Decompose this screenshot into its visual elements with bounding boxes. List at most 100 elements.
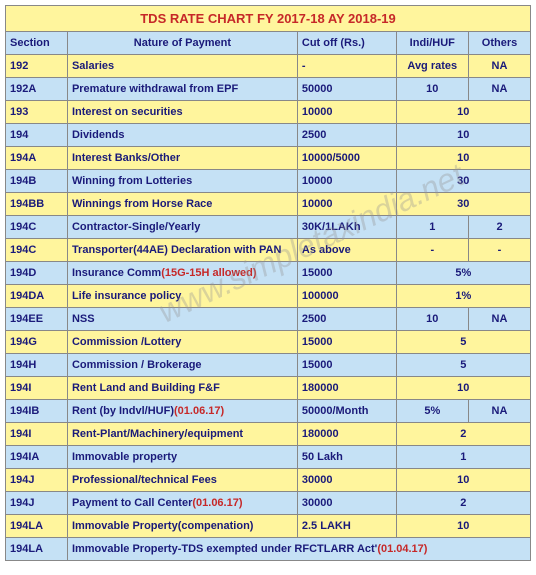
- table-row: 194Dividends250010: [6, 124, 531, 147]
- cell-nature: Interest Banks/Other: [67, 147, 297, 170]
- cell-cutoff: 10000: [297, 193, 396, 216]
- cell-section: 192: [6, 55, 68, 78]
- cell-others: -: [469, 239, 531, 262]
- cell-section: 193: [6, 101, 68, 124]
- table-row: 194HCommission / Brokerage150005: [6, 354, 531, 377]
- cell-cutoff: 10000: [297, 101, 396, 124]
- cell-others: NA: [469, 308, 531, 331]
- table-row: 194IBRent (by Indvl/HUF)(01.06.17)50000/…: [6, 400, 531, 423]
- table-row: 193Interest on securities1000010: [6, 101, 531, 124]
- table-container: TDS RATE CHART FY 2017-18 AY 2018-19 Sec…: [5, 5, 531, 561]
- cell-cutoff: 10000/5000: [297, 147, 396, 170]
- cell-cutoff: 10000: [297, 170, 396, 193]
- cell-others: NA: [469, 400, 531, 423]
- cell-nature: Dividends: [67, 124, 297, 147]
- tds-rate-table: Section Nature of Payment Cut off (Rs.) …: [5, 31, 531, 561]
- cell-exempt-note: Immovable Property-TDS exempted under RF…: [67, 538, 530, 561]
- cell-rate-merged: 10: [396, 101, 530, 124]
- cell-nature: Winning from Lotteries: [67, 170, 297, 193]
- cell-section: 194G: [6, 331, 68, 354]
- table-row: 194AInterest Banks/Other10000/500010: [6, 147, 531, 170]
- cell-nature: Winnings from Horse Race: [67, 193, 297, 216]
- cell-indi: Avg rates: [396, 55, 468, 78]
- cell-cutoff: -: [297, 55, 396, 78]
- cell-indi: 1: [396, 216, 468, 239]
- cell-rate-merged: 5: [396, 331, 530, 354]
- cell-section: 194I: [6, 423, 68, 446]
- cell-rate-merged: 30: [396, 170, 530, 193]
- table-row: 192Salaries-Avg ratesNA: [6, 55, 531, 78]
- cell-nature: Life insurance policy: [67, 285, 297, 308]
- cell-cutoff: 2.5 LAKH: [297, 515, 396, 538]
- table-row: 194EENSS250010NA: [6, 308, 531, 331]
- cell-section: 194D: [6, 262, 68, 285]
- cell-section: 194IB: [6, 400, 68, 423]
- cell-others: NA: [469, 78, 531, 101]
- red-note: (15G-15H allowed): [161, 267, 256, 279]
- cell-cutoff: As above: [297, 239, 396, 262]
- cell-rate-merged: 5%: [396, 262, 530, 285]
- cell-section: 194: [6, 124, 68, 147]
- cell-nature: Contractor-Single/Yearly: [67, 216, 297, 239]
- cell-cutoff: 30000: [297, 469, 396, 492]
- cell-section: 192A: [6, 78, 68, 101]
- red-note: (01.06.17): [174, 405, 224, 417]
- cell-nature: Salaries: [67, 55, 297, 78]
- cell-nature: Payment to Call Center(01.06.17): [67, 492, 297, 515]
- header-cutoff: Cut off (Rs.): [297, 32, 396, 55]
- cell-rate-merged: 10: [396, 147, 530, 170]
- table-row: 194BBWinnings from Horse Race1000030: [6, 193, 531, 216]
- cell-cutoff: 30000: [297, 492, 396, 515]
- cell-rate-merged: 2: [396, 492, 530, 515]
- cell-section: 194J: [6, 492, 68, 515]
- cell-cutoff: 2500: [297, 308, 396, 331]
- table-row: 194IAImmovable property50 Lakh1: [6, 446, 531, 469]
- table-row: 194GCommission /Lottery150005: [6, 331, 531, 354]
- table-row: 194CTransporter(44AE) Declaration with P…: [6, 239, 531, 262]
- table-row: 194JPayment to Call Center(01.06.17)3000…: [6, 492, 531, 515]
- cell-rate-merged: 1%: [396, 285, 530, 308]
- page-title: TDS RATE CHART FY 2017-18 AY 2018-19: [5, 5, 531, 31]
- cell-section: 194BB: [6, 193, 68, 216]
- cell-nature: Rent Land and Building F&F: [67, 377, 297, 400]
- cell-rate-merged: 10: [396, 515, 530, 538]
- cell-cutoff: 180000: [297, 423, 396, 446]
- header-others: Others: [469, 32, 531, 55]
- table-row: 194JProfessional/technical Fees3000010: [6, 469, 531, 492]
- cell-section: 194B: [6, 170, 68, 193]
- cell-cutoff: 2500: [297, 124, 396, 147]
- cell-section: 194DA: [6, 285, 68, 308]
- table-row: 194CContractor-Single/Yearly30K/1LAKh12: [6, 216, 531, 239]
- cell-section: 194C: [6, 239, 68, 262]
- cell-nature: Immovable Property(compenation): [67, 515, 297, 538]
- cell-nature: Commission /Lottery: [67, 331, 297, 354]
- cell-nature: Professional/technical Fees: [67, 469, 297, 492]
- cell-others: NA: [469, 55, 531, 78]
- cell-cutoff: 15000: [297, 354, 396, 377]
- table-row: 192APremature withdrawal from EPF5000010…: [6, 78, 531, 101]
- cell-indi: 5%: [396, 400, 468, 423]
- cell-nature: Commission / Brokerage: [67, 354, 297, 377]
- cell-nature: Interest on securities: [67, 101, 297, 124]
- cell-rate-merged: 30: [396, 193, 530, 216]
- cell-cutoff: 50 Lakh: [297, 446, 396, 469]
- cell-section: 194A: [6, 147, 68, 170]
- cell-section: 194H: [6, 354, 68, 377]
- header-indi: Indi/HUF: [396, 32, 468, 55]
- cell-indi: 10: [396, 308, 468, 331]
- cell-rate-merged: 1: [396, 446, 530, 469]
- header-section: Section: [6, 32, 68, 55]
- cell-nature: Rent (by Indvl/HUF)(01.06.17): [67, 400, 297, 423]
- cell-nature: Insurance Comm(15G-15H allowed): [67, 262, 297, 285]
- cell-rate-merged: 2: [396, 423, 530, 446]
- cell-indi: -: [396, 239, 468, 262]
- table-row: 194DInsurance Comm(15G-15H allowed)15000…: [6, 262, 531, 285]
- cell-section: 194LA: [6, 538, 68, 561]
- cell-nature: Transporter(44AE) Declaration with PAN: [67, 239, 297, 262]
- cell-section: 194LA: [6, 515, 68, 538]
- table-row: 194DALife insurance policy1000001%: [6, 285, 531, 308]
- cell-cutoff: 180000: [297, 377, 396, 400]
- cell-cutoff: 15000: [297, 262, 396, 285]
- cell-others: 2: [469, 216, 531, 239]
- cell-rate-merged: 5: [396, 354, 530, 377]
